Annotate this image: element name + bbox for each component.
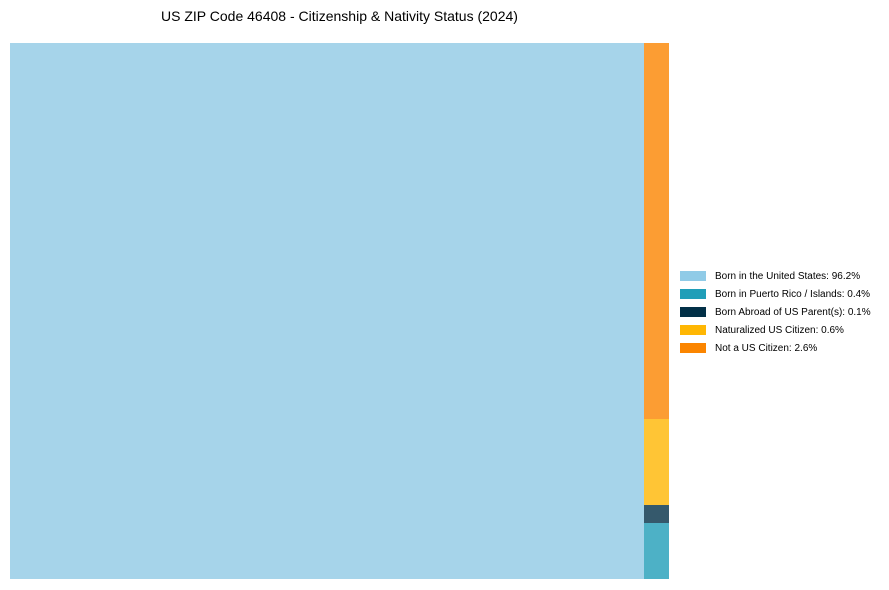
legend-label: Born in the United States: 96.2% xyxy=(715,270,861,282)
chart-title: US ZIP Code 46408 - Citizenship & Nativi… xyxy=(161,8,518,24)
tile-naturalized xyxy=(644,419,669,505)
tile-born-us xyxy=(10,43,644,579)
legend-label: Not a US Citizen: 2.6% xyxy=(715,342,818,354)
legend-swatch xyxy=(680,289,706,299)
legend-item: Born in the United States: 96.2% xyxy=(680,267,871,285)
tile-puerto-rico xyxy=(644,523,669,579)
legend: Born in the United States: 96.2% Born in… xyxy=(680,267,871,357)
legend-item: Born in Puerto Rico / Islands: 0.4% xyxy=(680,285,871,303)
legend-label: Born in Puerto Rico / Islands: 0.4% xyxy=(715,288,871,300)
legend-item: Not a US Citizen: 2.6% xyxy=(680,339,871,357)
tile-born-abroad xyxy=(644,505,669,523)
legend-item: Born Abroad of US Parent(s): 0.1% xyxy=(680,303,871,321)
legend-swatch xyxy=(680,271,706,281)
legend-swatch xyxy=(680,343,706,353)
legend-item: Naturalized US Citizen: 0.6% xyxy=(680,321,871,339)
legend-label: Naturalized US Citizen: 0.6% xyxy=(715,324,844,336)
legend-swatch xyxy=(680,325,706,335)
legend-label: Born Abroad of US Parent(s): 0.1% xyxy=(715,306,871,318)
legend-swatch xyxy=(680,307,706,317)
tile-not-citizen xyxy=(644,43,669,419)
